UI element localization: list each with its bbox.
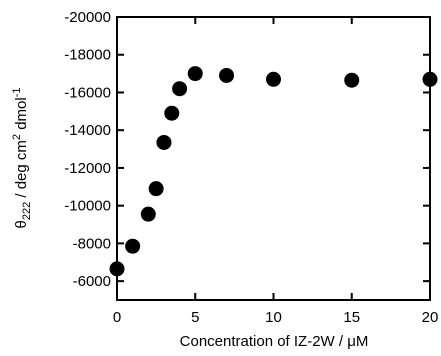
data-point [109, 261, 125, 277]
y-axis-title-theta: θ [13, 220, 30, 228]
x-tick-label: 0 [113, 309, 121, 326]
data-point [172, 81, 188, 97]
data-point [148, 181, 164, 197]
data-point [140, 206, 156, 222]
x-tick-label: 5 [191, 309, 199, 326]
x-tick-label: 10 [265, 309, 282, 326]
y-tick-label: -12000 [64, 160, 111, 177]
y-tick-label: -20000 [64, 9, 111, 26]
y-axis-title-superscript-1: 2 [11, 134, 23, 140]
data-point [266, 71, 281, 87]
y-tick-label: -16000 [64, 84, 111, 101]
y-axis-title-unit-2: dmol [13, 97, 30, 134]
plot-frame [116, 16, 431, 301]
data-point [219, 67, 235, 83]
data-point [125, 238, 141, 254]
data-point [187, 66, 203, 82]
y-axis-title-subscript: 222 [21, 202, 33, 220]
data-point [422, 71, 438, 87]
y-tick-label: -6000 [73, 273, 111, 290]
x-axis-title: Concentration of IZ-2W / μM [180, 333, 369, 350]
y-tick-label: -10000 [64, 198, 111, 215]
data-point [156, 134, 172, 150]
data-point [164, 105, 180, 121]
x-tick-label: 15 [343, 309, 360, 326]
x-tick-label: 20 [422, 309, 439, 326]
y-tick-label: -8000 [73, 235, 111, 252]
y-tick-label: -14000 [64, 122, 111, 139]
y-axis-title: θ222 / deg cm2 dmol-1 [11, 88, 33, 229]
y-axis-title-superscript-2: -1 [11, 88, 23, 98]
y-axis-title-unit-1: / deg cm [13, 140, 30, 202]
data-point [344, 72, 360, 88]
y-tick-label: -18000 [64, 47, 111, 64]
